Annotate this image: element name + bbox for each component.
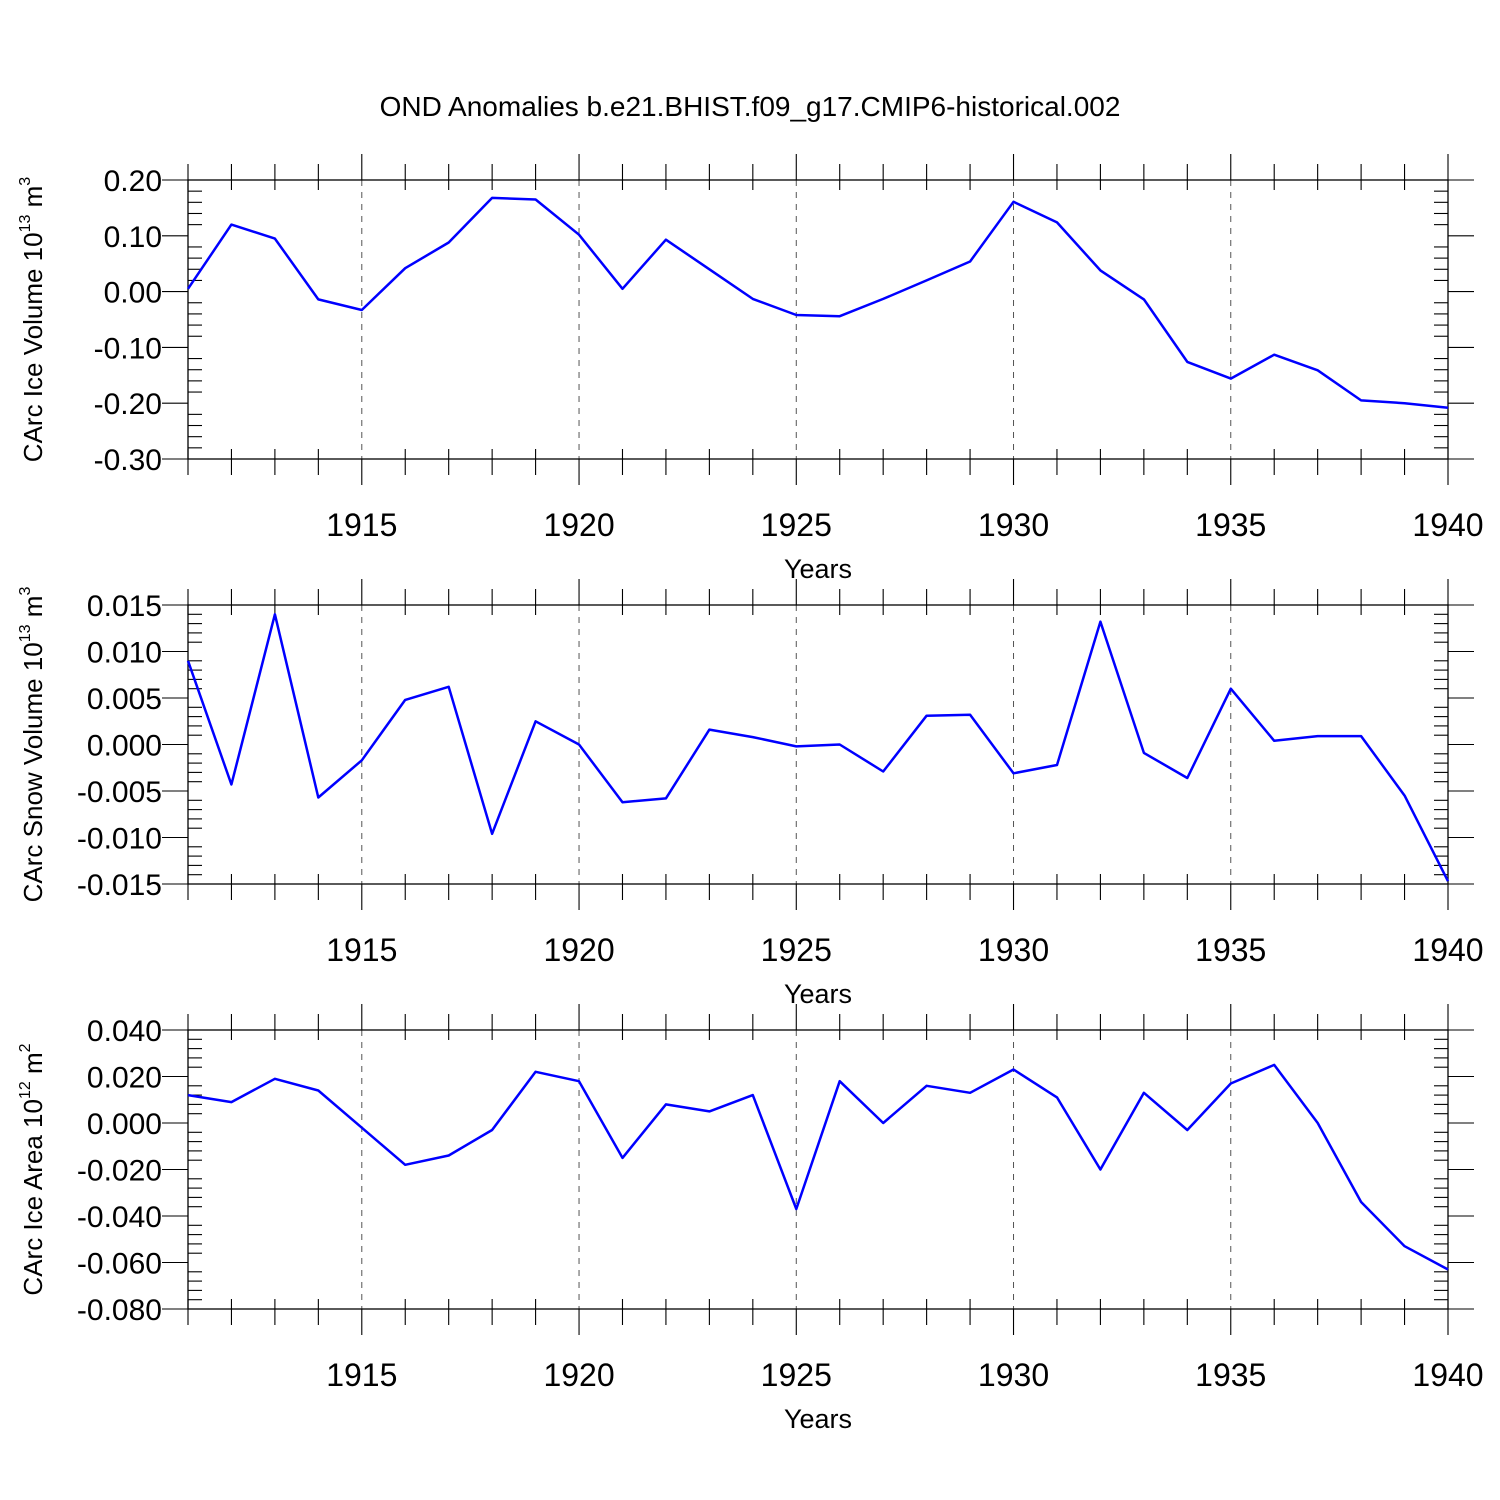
x-tick-label-1935: 1935 [1195, 932, 1266, 968]
y-tick-label: -0.005 [77, 776, 162, 809]
x-tick-label-1930: 1930 [978, 1357, 1049, 1393]
plot-frame [187, 179, 1449, 460]
y-tick-label: 0.00 [104, 277, 162, 310]
y-tick-label: 0.020 [87, 1062, 162, 1095]
x-axis-label: Years [784, 979, 852, 1009]
y-tick-label: 0.040 [87, 1015, 162, 1048]
series-line-ice-area [187, 1063, 1449, 1271]
y-axis-label: CArc Ice Area 1012 m2 [17, 1043, 48, 1295]
x-tick-label-1940: 1940 [1412, 507, 1483, 543]
y-tick-label: 0.005 [87, 683, 162, 716]
x-tick-label-1930: 1930 [978, 932, 1049, 968]
y-tick-label: -0.010 [77, 823, 162, 856]
x-tick-label-1920: 1920 [543, 507, 614, 543]
y-tick-label: -0.080 [77, 1294, 162, 1327]
y-axis-label: CArc Snow Volume 1013 m3 [17, 587, 48, 903]
y-tick-label: -0.20 [94, 388, 162, 421]
y-tick-label: -0.060 [77, 1248, 162, 1281]
x-tick-label-1925: 1925 [761, 507, 832, 543]
panel-snow-volume: 1915 1920 1925 1930 1935 1940 0.015 0.010 0.005 0… [17, 579, 1484, 1009]
x-tick-label-1925: 1925 [761, 932, 832, 968]
x-tick-label-1915: 1915 [326, 507, 397, 543]
y-tick-label: 0.000 [87, 730, 162, 763]
x-tick-label-1930: 1930 [978, 507, 1049, 543]
x-tick-label-1940: 1940 [1412, 932, 1483, 968]
x-tick-label-1925: 1925 [761, 1357, 832, 1393]
y-axis-label: CArc Ice Volume 1013 m3 [17, 177, 48, 462]
x-tick-label-1940: 1940 [1412, 1357, 1483, 1393]
x-tick-label-1935: 1935 [1195, 1357, 1266, 1393]
x-axis-label: Years [784, 1404, 852, 1434]
panels: 1915 1920 1925 1930 1935 1940 0.20 0.10 0.00 -0.1… [17, 154, 1484, 1434]
y-tick-label: 0.010 [87, 637, 162, 670]
y-tick-label: 0.015 [87, 590, 162, 623]
y-tick-label: 0.000 [87, 1108, 162, 1141]
panel-ice-area: 1915 1920 1925 1930 1935 1940 0.040 0.020 0.000 -… [17, 1004, 1484, 1434]
x-tick-label-1920: 1920 [543, 932, 614, 968]
x-tick-label-1920: 1920 [543, 1357, 614, 1393]
figure-title: OND Anomalies b.e21.BHIST.f09_g17.CMIP6-… [380, 91, 1121, 122]
series-line-snow-volume [186, 613, 1450, 882]
x-tick-label-1935: 1935 [1195, 507, 1266, 543]
panel-ice-volume: 1915 1920 1925 1930 1935 1940 0.20 0.10 0.00 -0.1… [17, 154, 1484, 584]
series-line-ice-volume [186, 196, 1449, 409]
x-tick-label-1915: 1915 [326, 932, 397, 968]
y-tick-label: -0.015 [77, 869, 162, 902]
x-axis-label: Years [784, 554, 852, 584]
y-tick-label: -0.040 [77, 1201, 162, 1234]
y-tick-label: 0.10 [104, 221, 162, 254]
x-tick-label-1915: 1915 [326, 1357, 397, 1393]
y-tick-label: -0.30 [94, 444, 162, 477]
y-tick-label: 0.20 [104, 165, 162, 198]
y-tick-label: -0.10 [94, 332, 162, 365]
y-tick-label: -0.020 [77, 1155, 162, 1188]
